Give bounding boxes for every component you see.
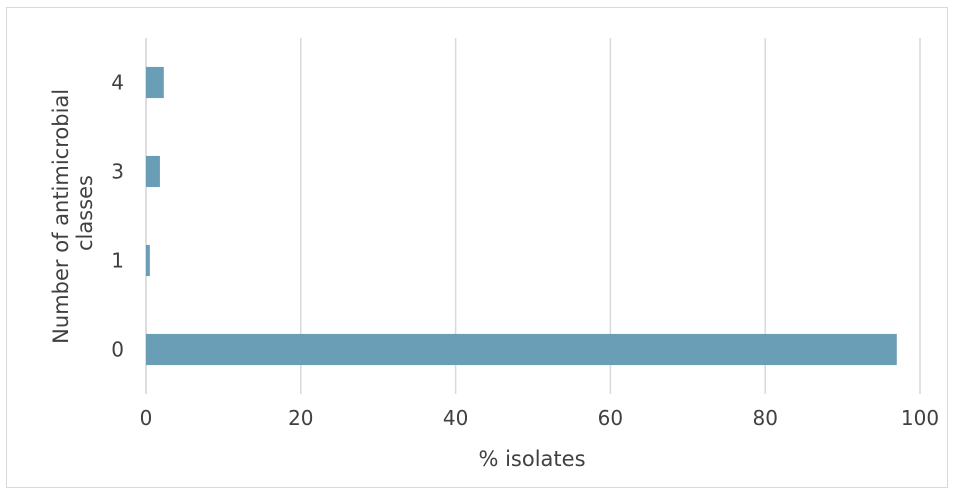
bar-1 bbox=[146, 244, 150, 277]
x-tick-label: 40 bbox=[443, 406, 468, 430]
x-tick-label: 20 bbox=[288, 406, 313, 430]
x-tick-label: 100 bbox=[901, 406, 939, 430]
y-axis-title: Number of antimicrobial classes bbox=[49, 82, 97, 344]
y-axis-title-line-1: Number of antimicrobial bbox=[49, 89, 73, 344]
bar-4 bbox=[146, 66, 164, 99]
x-tick-labels: 0 20 40 60 80 100 bbox=[140, 406, 939, 430]
y-tick-label: 3 bbox=[111, 160, 124, 184]
y-tick-label: 0 bbox=[111, 338, 124, 362]
y-tick-labels: 0 1 3 4 bbox=[111, 71, 124, 362]
x-axis-title: % isolates bbox=[478, 447, 585, 471]
x-tick-label: 60 bbox=[598, 406, 623, 430]
bar-3 bbox=[146, 155, 160, 188]
bar-0 bbox=[146, 333, 897, 366]
y-tick-label: 4 bbox=[111, 71, 124, 95]
y-tick-label: 1 bbox=[111, 249, 124, 273]
x-tick-label: 80 bbox=[752, 406, 777, 430]
x-tick-label: 0 bbox=[140, 406, 153, 430]
y-axis-title-line-2: classes bbox=[73, 175, 97, 251]
bars bbox=[146, 66, 897, 366]
